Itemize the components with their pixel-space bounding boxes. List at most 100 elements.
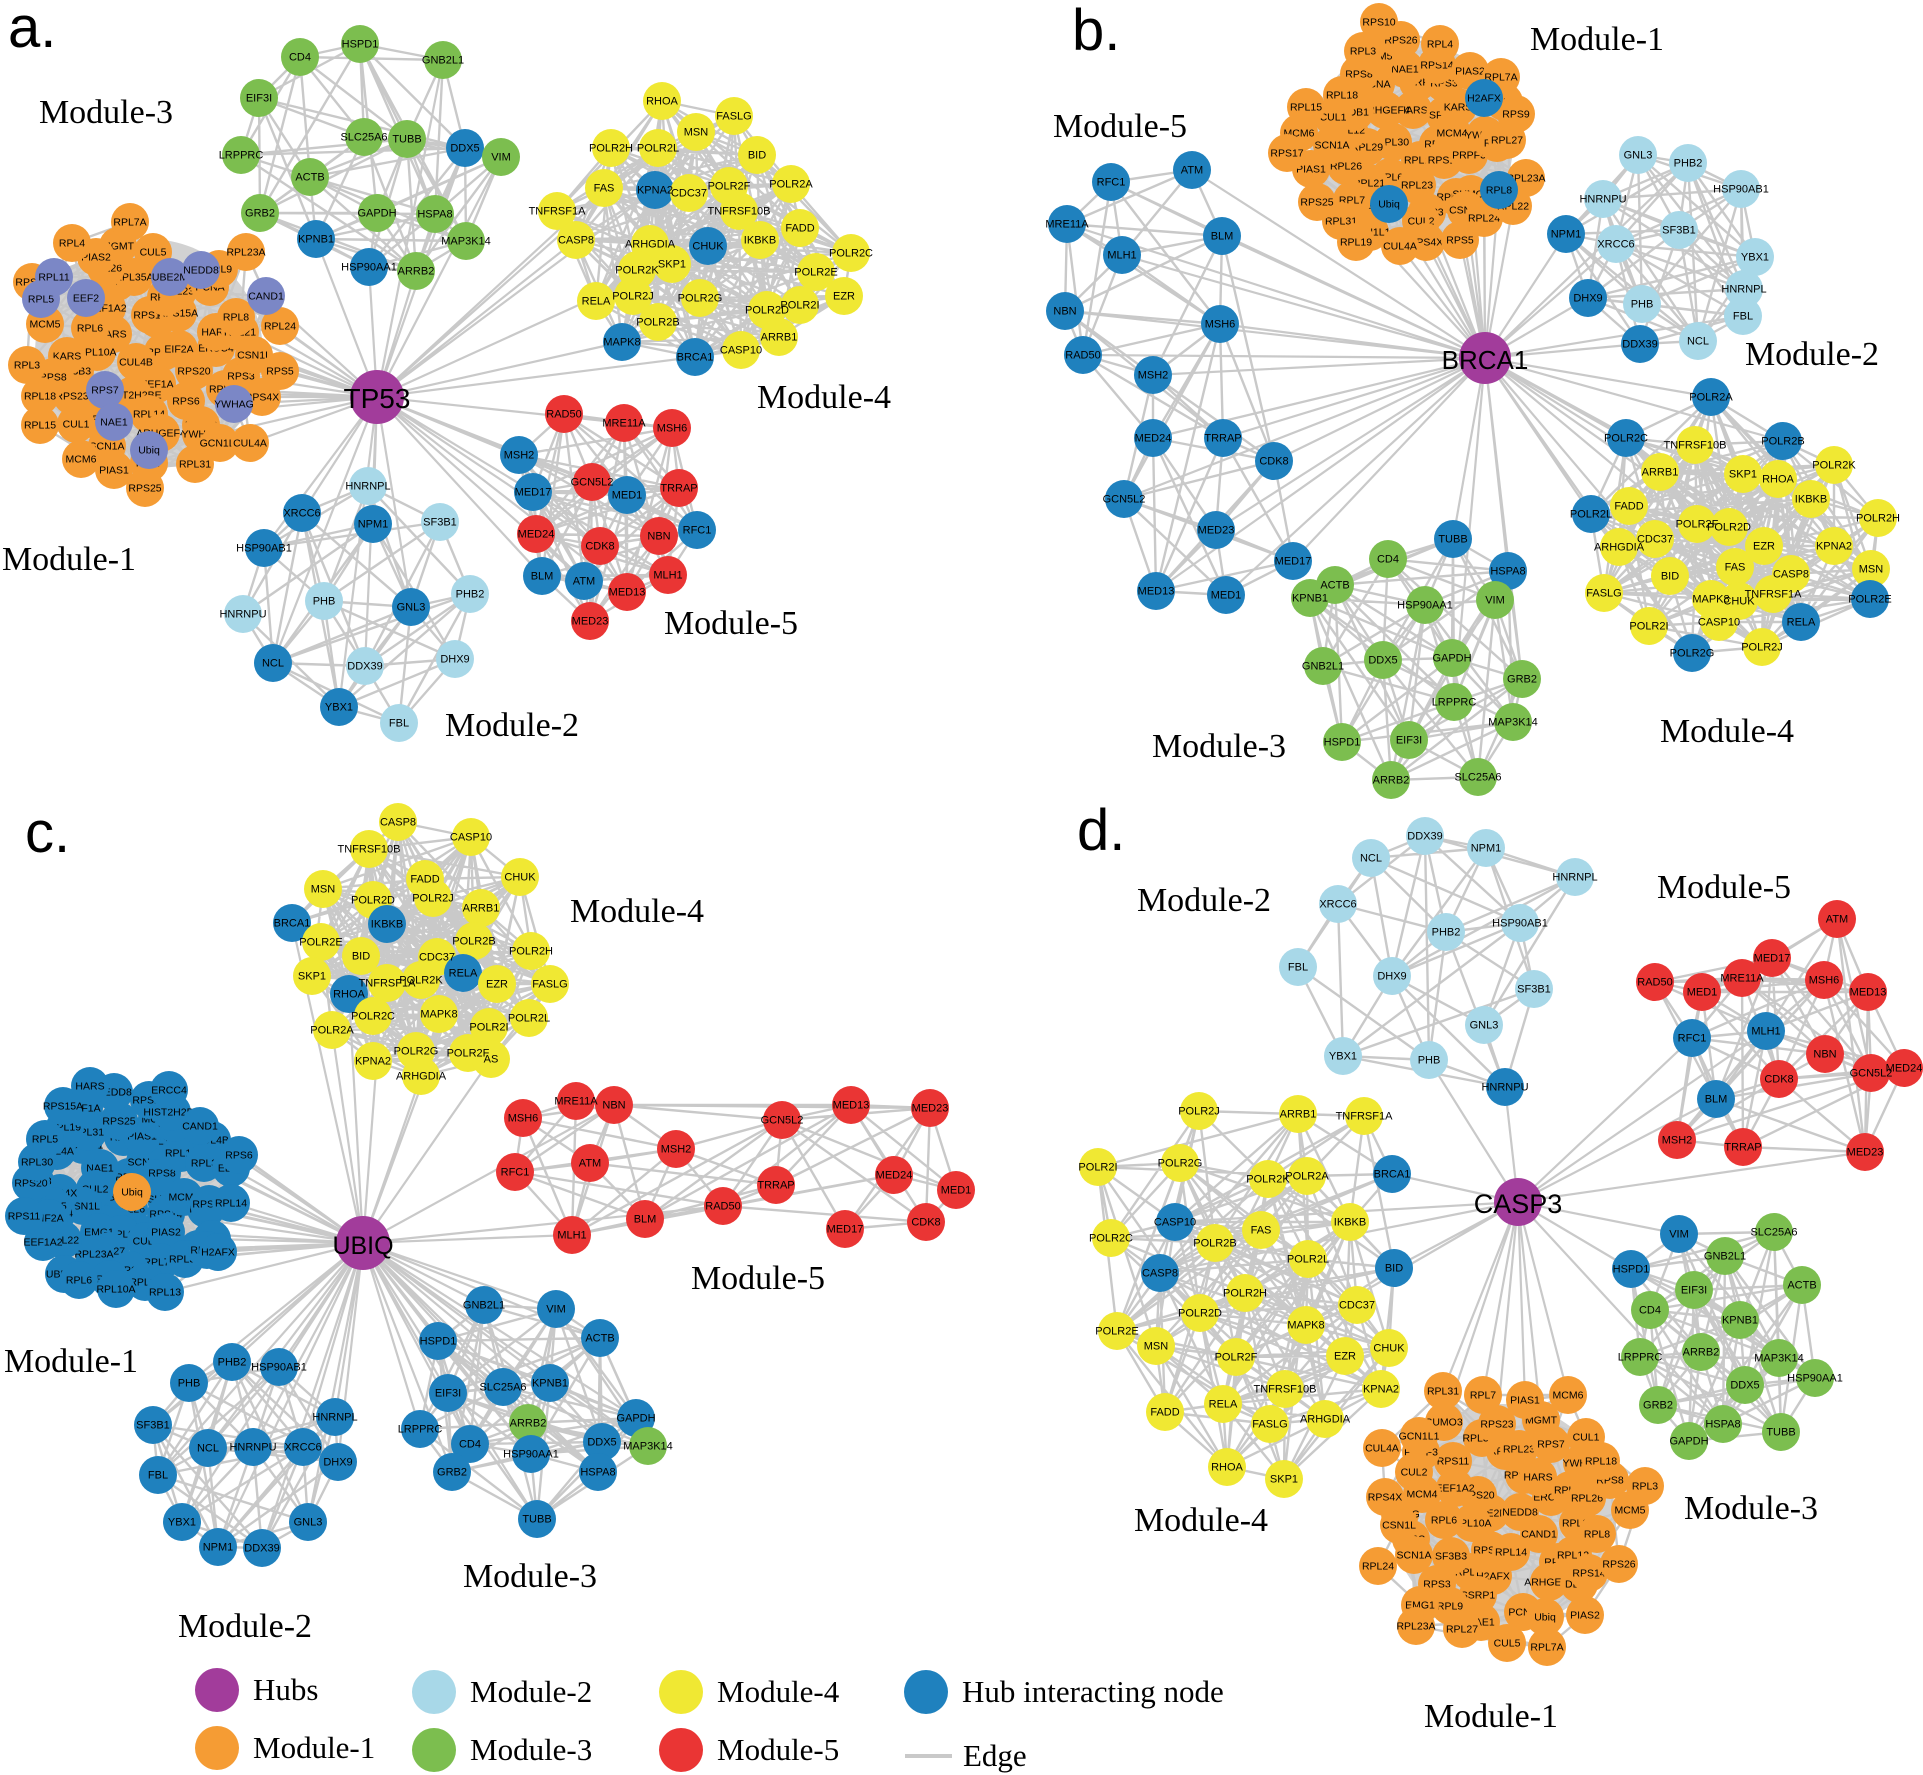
svg-text:ARRB2: ARRB2 — [1373, 775, 1410, 787]
svg-text:PHB: PHB — [1631, 299, 1654, 311]
svg-text:FBL: FBL — [389, 718, 409, 730]
svg-text:BLM: BLM — [634, 1214, 657, 1226]
svg-text:Ubiq: Ubiq — [1534, 1612, 1556, 1624]
svg-text:RPL31: RPL31 — [1427, 1386, 1459, 1398]
svg-text:ARHGDIA: ARHGDIA — [625, 239, 676, 251]
svg-text:TUBB: TUBB — [1766, 1427, 1795, 1439]
svg-text:TP53: TP53 — [344, 383, 411, 414]
svg-text:POLR2C: POLR2C — [351, 1011, 395, 1023]
svg-text:HSPA8: HSPA8 — [1705, 1419, 1740, 1431]
svg-text:Module-1: Module-1 — [1530, 21, 1664, 58]
svg-text:MLH1: MLH1 — [1751, 1026, 1780, 1038]
svg-text:EEF1A2: EEF1A2 — [1435, 1483, 1474, 1495]
svg-text:EZR: EZR — [1334, 1351, 1356, 1363]
svg-text:NAE1: NAE1 — [1391, 64, 1419, 76]
svg-text:Module-5: Module-5 — [1657, 869, 1791, 906]
svg-text:MED17: MED17 — [1754, 953, 1791, 965]
svg-text:ATM: ATM — [1826, 914, 1848, 926]
svg-text:HSPA8: HSPA8 — [1490, 566, 1525, 578]
svg-text:HSP90AA1: HSP90AA1 — [503, 1449, 559, 1461]
svg-text:HNRNPU: HNRNPU — [1579, 194, 1626, 206]
svg-text:POLR2B: POLR2B — [452, 936, 495, 948]
svg-text:CASP3: CASP3 — [1474, 1189, 1563, 1219]
svg-text:RPL23A: RPL23A — [74, 1249, 113, 1261]
svg-text:RHOA: RHOA — [1211, 1462, 1243, 1474]
svg-text:NCL: NCL — [1360, 853, 1382, 865]
svg-text:RPS11: RPS11 — [1437, 1456, 1470, 1468]
svg-text:GCN5L2: GCN5L2 — [761, 1115, 804, 1127]
svg-text:HSP90AA1: HSP90AA1 — [341, 262, 397, 274]
svg-text:MED1: MED1 — [941, 1185, 972, 1197]
svg-text:RPS14: RPS14 — [1572, 1568, 1605, 1580]
svg-text:RPL6: RPL6 — [77, 323, 103, 335]
svg-text:NCL: NCL — [1687, 336, 1709, 348]
svg-text:HARS: HARS — [1398, 105, 1427, 117]
svg-text:CD4: CD4 — [1377, 554, 1399, 566]
svg-text:HSPA8: HSPA8 — [417, 209, 452, 221]
svg-text:CDK8: CDK8 — [585, 541, 614, 553]
svg-text:POLR2K: POLR2K — [615, 265, 659, 277]
svg-text:NBN: NBN — [1053, 306, 1076, 318]
svg-text:MED17: MED17 — [1275, 556, 1312, 568]
svg-text:HSP90AB1: HSP90AB1 — [251, 1362, 307, 1374]
svg-text:RPL7: RPL7 — [1470, 1390, 1496, 1402]
svg-text:HSPD1: HSPD1 — [420, 1336, 457, 1348]
svg-text:SKP1: SKP1 — [1729, 469, 1757, 481]
svg-text:RELA: RELA — [1209, 1399, 1238, 1411]
svg-text:CHUK: CHUK — [504, 872, 536, 884]
svg-text:DDX39: DDX39 — [1622, 339, 1657, 351]
svg-text:KPNA2: KPNA2 — [355, 1056, 391, 1068]
svg-text:CUL4A: CUL4A — [1365, 1443, 1399, 1455]
svg-text:SF3B1: SF3B1 — [136, 1420, 170, 1432]
svg-text:VIM: VIM — [546, 1304, 566, 1316]
svg-text:SLC25A6: SLC25A6 — [1454, 772, 1501, 784]
svg-text:VIM: VIM — [1669, 1229, 1689, 1241]
svg-text:GNL3: GNL3 — [1470, 1020, 1499, 1032]
svg-text:SLC25A6: SLC25A6 — [1750, 1227, 1797, 1239]
svg-text:CD4: CD4 — [459, 1439, 481, 1451]
svg-text:RPL27: RPL27 — [1491, 135, 1523, 147]
svg-text:FADD: FADD — [410, 874, 439, 886]
svg-text:TRRAP: TRRAP — [1724, 1142, 1761, 1154]
svg-text:MSH2: MSH2 — [504, 450, 535, 462]
svg-text:MAPK8: MAPK8 — [420, 1009, 457, 1021]
svg-text:FAS: FAS — [594, 183, 615, 195]
svg-text:GRB2: GRB2 — [1643, 1400, 1673, 1412]
svg-text:MED1: MED1 — [1211, 590, 1242, 602]
svg-text:XRCC6: XRCC6 — [284, 1442, 321, 1454]
svg-text:MCM5: MCM5 — [1615, 1505, 1646, 1517]
svg-text:EEF1A2: EEF1A2 — [23, 1237, 62, 1249]
svg-text:ARRB1: ARRB1 — [463, 903, 500, 915]
svg-text:Module-2: Module-2 — [445, 707, 579, 744]
svg-text:HSP90AB1: HSP90AB1 — [1492, 918, 1548, 930]
svg-text:POLR2G: POLR2G — [678, 293, 723, 305]
svg-text:GAPDH: GAPDH — [616, 1413, 655, 1425]
svg-text:MSH6: MSH6 — [1205, 319, 1236, 331]
svg-text:RPL19: RPL19 — [1340, 237, 1372, 249]
svg-text:YBX1: YBX1 — [168, 1517, 196, 1529]
svg-text:EZR: EZR — [1753, 541, 1775, 553]
svg-text:RPS25: RPS25 — [102, 1116, 135, 1128]
svg-text:HSPD1: HSPD1 — [1324, 737, 1361, 749]
svg-text:RPL31: RPL31 — [179, 459, 211, 471]
svg-text:MED23: MED23 — [572, 616, 609, 628]
svg-text:BLM: BLM — [531, 571, 554, 583]
svg-text:RPS9: RPS9 — [1502, 109, 1530, 121]
svg-text:MRE11A: MRE11A — [1045, 219, 1089, 231]
svg-text:POLR2H: POLR2H — [589, 143, 633, 155]
svg-text:MED17: MED17 — [827, 1224, 864, 1236]
svg-text:POLR2D: POLR2D — [1707, 522, 1751, 534]
svg-text:RPL4: RPL4 — [59, 238, 85, 250]
svg-text:MED24: MED24 — [1135, 433, 1172, 445]
svg-text:CUL4A: CUL4A — [1383, 241, 1417, 253]
svg-text:BID: BID — [1385, 1263, 1403, 1275]
svg-text:RAD50: RAD50 — [705, 1201, 740, 1213]
svg-text:ACTB: ACTB — [585, 1333, 614, 1345]
svg-text:RPS11: RPS11 — [8, 1211, 41, 1223]
svg-text:YBX1: YBX1 — [1741, 252, 1769, 264]
svg-text:GCN1L1: GCN1L1 — [1399, 1431, 1440, 1443]
svg-text:RPL35A: RPL35A — [114, 272, 153, 284]
svg-text:RPL6: RPL6 — [1431, 1515, 1457, 1527]
svg-text:UBIQ: UBIQ — [332, 1232, 393, 1260]
svg-text:CHUK: CHUK — [1373, 1343, 1405, 1355]
